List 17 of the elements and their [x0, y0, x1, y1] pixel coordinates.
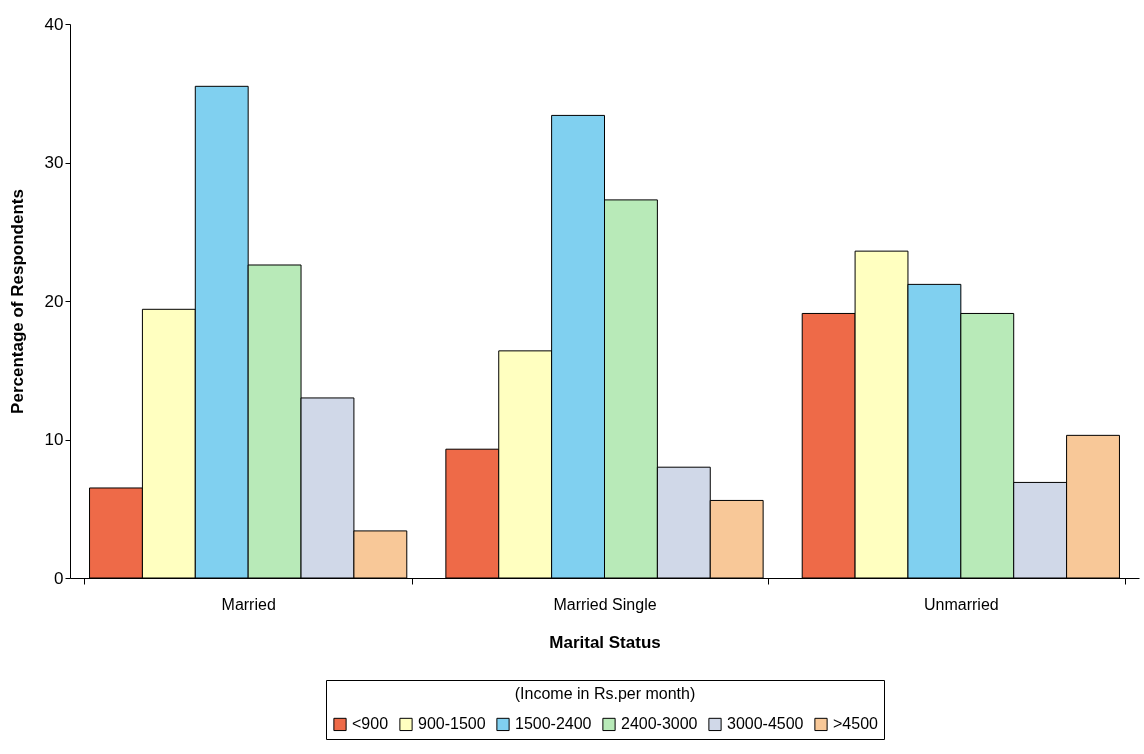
- x-tick-label: Married Single: [553, 595, 657, 613]
- x-tick-label: Married: [221, 595, 276, 613]
- legend-label: <900: [352, 715, 389, 733]
- x-axis-title: Marital Status: [549, 632, 661, 652]
- x-tick-label: Unmarried: [923, 595, 999, 613]
- legend-label: 900-1500: [418, 715, 486, 733]
- legend-label: 2400-3000: [621, 715, 698, 733]
- legend-label: 3000-4500: [727, 715, 804, 733]
- y-tick-label: 20: [44, 291, 64, 311]
- y-tick-label: 40: [44, 14, 64, 34]
- legend-label: >4500: [833, 715, 879, 733]
- y-tick-label: 30: [44, 153, 64, 172]
- legend-label: 1500-2400: [515, 715, 592, 733]
- y-axis-title: Percentage of Respondents: [7, 189, 27, 414]
- y-tick-label: 10: [44, 430, 64, 449]
- legend-title: (Income in Rs.per month): [514, 685, 696, 702]
- y-tick-label: 0: [54, 568, 64, 588]
